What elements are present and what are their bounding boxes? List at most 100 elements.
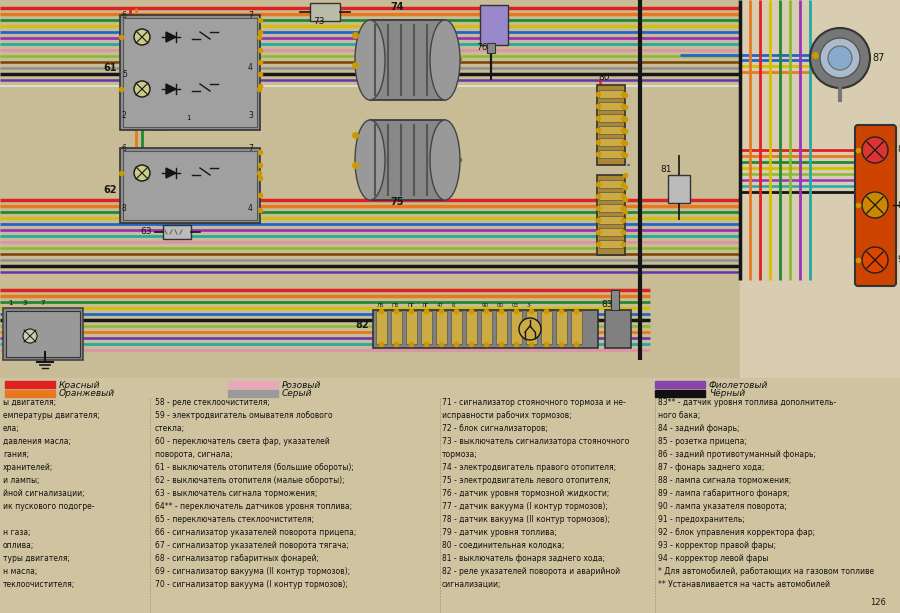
Text: 00: 00 <box>497 303 504 308</box>
Bar <box>511 311 522 344</box>
Circle shape <box>810 28 870 88</box>
Text: ** Устанавливается на часть автомобилей: ** Устанавливается на часть автомобилей <box>658 580 830 589</box>
Text: стекла;: стекла; <box>155 424 185 433</box>
Text: 77 - датчик вакуума (I контур тормозов);: 77 - датчик вакуума (I контур тормозов); <box>442 502 608 511</box>
Text: 1: 1 <box>8 300 13 306</box>
Text: 89: 89 <box>897 200 900 210</box>
Bar <box>599 90 623 98</box>
Text: 126: 126 <box>870 598 886 607</box>
Bar <box>228 390 278 397</box>
Text: 80 - соединительная колодка;: 80 - соединительная колодка; <box>442 541 564 550</box>
Text: 74 - электродвигатель правого отопителя;: 74 - электродвигатель правого отопителя; <box>442 463 616 472</box>
Text: 61: 61 <box>103 63 116 73</box>
Bar <box>370 120 445 200</box>
Text: 2: 2 <box>122 111 127 120</box>
Text: Фиолетовый: Фиолетовый <box>709 381 769 389</box>
Bar <box>421 311 432 344</box>
Text: 64** - переключатель датчиков уровня топлива;: 64** - переключатель датчиков уровня топ… <box>155 502 352 511</box>
Text: 93 - корректор правой фары;: 93 - корректор правой фары; <box>658 541 776 550</box>
Bar <box>655 381 705 388</box>
Text: 8: 8 <box>122 204 127 213</box>
Bar <box>599 216 623 224</box>
Bar <box>436 311 447 344</box>
Text: 79 - датчик уровня топлива;: 79 - датчик уровня топлива; <box>442 528 557 537</box>
Bar <box>123 151 257 220</box>
Text: Серый: Серый <box>282 389 312 398</box>
Ellipse shape <box>355 120 385 200</box>
Text: хранителей;: хранителей; <box>3 463 53 472</box>
Text: 81 - выключатель фонаря заднего хода;: 81 - выключатель фонаря заднего хода; <box>442 554 605 563</box>
Text: 6: 6 <box>122 11 127 20</box>
Bar <box>228 381 278 388</box>
Text: тормоза;: тормоза; <box>442 450 478 459</box>
Polygon shape <box>166 168 176 178</box>
Text: ы двигателя;: ы двигателя; <box>3 398 56 407</box>
Circle shape <box>862 247 888 273</box>
Text: 60 - переключатель света фар, указателей: 60 - переключатель света фар, указателей <box>155 437 329 446</box>
Text: 87 - фонарь заднего хода;: 87 - фонарь заднего хода; <box>658 463 764 472</box>
Bar <box>120 15 260 130</box>
Bar <box>481 311 492 344</box>
Text: 83** - датчик уровня топлива дополнитель-: 83** - датчик уровня топлива дополнитель… <box>658 398 836 407</box>
Bar <box>0 378 900 398</box>
Text: 7: 7 <box>248 11 253 20</box>
Text: 73 - выключатель сигнализатора стояночного: 73 - выключатель сигнализатора стояночно… <box>442 437 629 446</box>
Text: емпературы двигателя;: емпературы двигателя; <box>3 411 100 420</box>
Text: 73: 73 <box>313 17 325 26</box>
Bar <box>599 138 623 146</box>
Bar <box>496 311 507 344</box>
Bar <box>605 310 631 348</box>
Ellipse shape <box>430 20 460 100</box>
Text: 88 - лампа сигнала торможения;: 88 - лампа сигнала торможения; <box>658 476 791 485</box>
Text: 82: 82 <box>356 320 369 330</box>
Text: 82 - реле указателей поворота и аварийной: 82 - реле указателей поворота и аварийно… <box>442 567 620 576</box>
Text: 4: 4 <box>248 204 253 213</box>
Bar <box>466 311 477 344</box>
Text: гания;: гания; <box>3 450 29 459</box>
Text: давления масла;: давления масла; <box>3 437 71 446</box>
Circle shape <box>134 29 150 45</box>
Text: сигнализации;: сигнализации; <box>442 580 501 589</box>
Ellipse shape <box>355 20 385 100</box>
Text: 7: 7 <box>40 300 44 306</box>
Text: ного бака;: ного бака; <box>658 411 700 420</box>
Text: 72 - блок сигнализаторов;: 72 - блок сигнализаторов; <box>442 424 548 433</box>
Polygon shape <box>166 84 176 94</box>
Bar <box>599 192 623 200</box>
Text: 90: 90 <box>897 256 900 264</box>
Text: 75: 75 <box>390 197 403 207</box>
Text: йной сигнализации;: йной сигнализации; <box>3 489 85 498</box>
Bar <box>599 126 623 134</box>
Text: 62: 62 <box>103 185 116 195</box>
Text: исправности рабочих тормозов;: исправности рабочих тормозов; <box>442 411 572 420</box>
Text: 85 - розетка прицепа;: 85 - розетка прицепа; <box>658 437 747 446</box>
Bar <box>599 240 623 248</box>
Text: Чёрный: Чёрный <box>709 389 745 398</box>
Text: * Для автомобилей, работающих на газовом топливе: * Для автомобилей, работающих на газовом… <box>658 567 874 576</box>
Bar <box>3 308 83 360</box>
Text: 91 - предохранитель;: 91 - предохранитель; <box>658 515 745 524</box>
Text: ЛГ: ЛГ <box>422 303 429 308</box>
Text: 87: 87 <box>872 53 885 63</box>
Bar <box>599 228 623 236</box>
Bar <box>0 0 900 395</box>
Text: 76 - датчик уровня тормозной жидкости;: 76 - датчик уровня тормозной жидкости; <box>442 489 609 498</box>
Text: 63 - выключатель сигнала торможения;: 63 - выключатель сигнала торможения; <box>155 489 318 498</box>
Bar <box>487 43 495 53</box>
Text: 5: 5 <box>122 70 127 79</box>
Bar <box>597 175 625 255</box>
Circle shape <box>134 81 150 97</box>
Text: н масла;: н масла; <box>3 567 38 576</box>
Text: 6: 6 <box>122 144 127 153</box>
Bar <box>6 311 80 357</box>
Text: 59 - электродвигатель омывателя лобового: 59 - электродвигатель омывателя лобового <box>155 411 333 420</box>
Text: 65 - переключатель стеклоочистителя;: 65 - переключатель стеклоочистителя; <box>155 515 314 524</box>
Text: оплива;: оплива; <box>3 541 34 550</box>
Polygon shape <box>166 32 176 42</box>
Text: 3: 3 <box>248 111 253 120</box>
Bar <box>556 311 567 344</box>
Text: Оранжевый: Оранжевый <box>59 389 115 398</box>
Bar <box>0 398 900 613</box>
Bar <box>599 180 623 188</box>
Text: 67 - сигнализатор указателей поворота тягача;: 67 - сигнализатор указателей поворота тя… <box>155 541 349 550</box>
